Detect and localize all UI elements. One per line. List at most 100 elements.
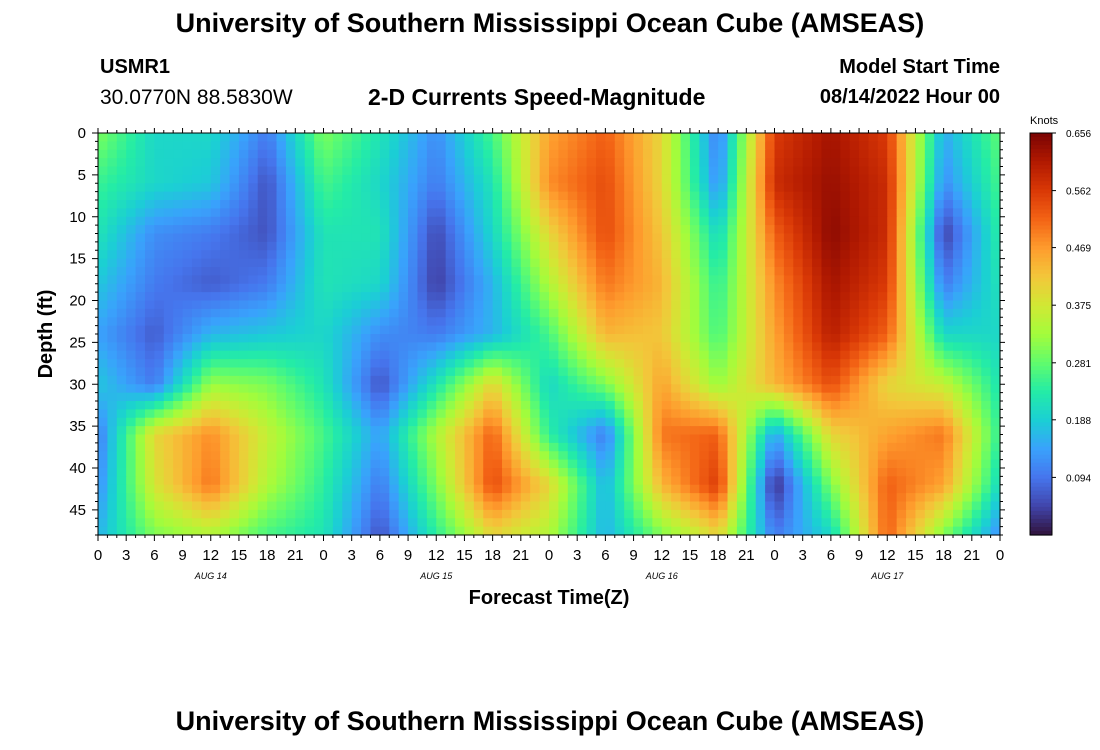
heatmap-cell: [539, 216, 550, 226]
heatmap-cell: [595, 426, 606, 436]
heatmap-cell: [971, 166, 982, 176]
heatmap-cell: [257, 166, 268, 176]
heatmap-cell: [906, 509, 917, 519]
heatmap-cell: [624, 133, 635, 142]
heatmap-cell: [276, 133, 287, 142]
heatmap-cell: [163, 451, 174, 461]
heatmap-cell: [304, 359, 315, 369]
heatmap-cell: [567, 208, 578, 218]
heatmap-cell: [549, 375, 559, 385]
heatmap-cell: [173, 468, 184, 477]
heatmap-cell: [661, 166, 672, 176]
heatmap-cell: [314, 325, 325, 335]
heatmap-cell: [285, 233, 296, 243]
heatmap-cell: [144, 133, 155, 142]
heatmap-cell: [990, 250, 1001, 260]
heatmap-cell: [455, 526, 466, 536]
heatmap-cell: [314, 451, 325, 461]
heatmap-cell: [971, 384, 982, 394]
heatmap-cell: [718, 526, 729, 536]
heatmap-cell: [812, 459, 823, 469]
heatmap-cell: [201, 442, 212, 452]
heatmap-cell: [436, 158, 447, 168]
heatmap-cell: [962, 342, 973, 352]
heatmap-cell: [802, 141, 813, 151]
heatmap-cell: [802, 174, 813, 184]
heatmap-cell: [107, 426, 118, 436]
heatmap-cell: [267, 258, 278, 268]
heatmap-cell: [652, 275, 663, 285]
heatmap-cell: [549, 308, 559, 318]
heatmap-cell: [107, 250, 118, 260]
heatmap-cell: [238, 350, 249, 360]
heatmap-cell: [953, 417, 964, 427]
heatmap-cell: [849, 166, 860, 176]
heatmap-cell: [285, 200, 296, 209]
heatmap-cell: [220, 342, 231, 352]
heatmap-cell: [163, 350, 174, 360]
y-tick-label: 35: [69, 418, 86, 435]
heatmap-cell: [840, 526, 851, 536]
heatmap-cell: [755, 133, 766, 142]
heatmap-cell: [530, 275, 541, 285]
heatmap-cell: [953, 518, 964, 528]
heatmap-cell: [229, 350, 240, 360]
heatmap-cell: [586, 325, 597, 335]
heatmap-cell: [417, 317, 428, 327]
heatmap-cell: [351, 166, 362, 176]
heatmap-cell: [126, 484, 137, 494]
heatmap-cell: [962, 367, 973, 377]
heatmap-cell: [821, 225, 832, 235]
heatmap-cell: [642, 308, 653, 318]
heatmap-cell: [267, 267, 278, 276]
heatmap-cell: [887, 158, 898, 168]
colorbar-segment: [1030, 269, 1052, 275]
heatmap-cell: [689, 476, 700, 486]
heatmap-cell: [783, 442, 794, 452]
heatmap-cell: [689, 350, 700, 360]
heatmap-cell: [689, 493, 700, 503]
heatmap-cell: [962, 493, 973, 503]
heatmap-cell: [342, 233, 353, 243]
heatmap-cell: [107, 191, 118, 201]
heatmap-cell: [953, 493, 964, 503]
colorbar-segment: [1030, 213, 1052, 219]
heatmap-cell: [201, 342, 212, 352]
heatmap-cell: [191, 216, 202, 226]
heatmap-cell: [530, 350, 541, 360]
heatmap-cell: [445, 426, 456, 436]
heatmap-cell: [398, 484, 409, 494]
heatmap-cell: [238, 359, 249, 369]
heatmap-cell: [342, 283, 353, 293]
heatmap-cell: [624, 476, 635, 486]
heatmap-cell: [342, 518, 353, 528]
heatmap-cell: [126, 526, 137, 536]
heatmap-cell: [107, 468, 118, 477]
heatmap-cell: [746, 325, 757, 335]
heatmap-cell: [502, 375, 513, 385]
heatmap-cell: [699, 468, 710, 477]
heatmap-cell: [257, 384, 268, 394]
heatmap-cell: [718, 208, 729, 218]
heatmap-cell: [934, 300, 945, 310]
heatmap-cell: [840, 384, 851, 394]
heatmap-cell: [661, 325, 672, 335]
heatmap-cell: [220, 468, 231, 477]
heatmap-cell: [906, 283, 917, 293]
heatmap-cell: [774, 233, 785, 243]
heatmap-cell: [549, 493, 559, 503]
heatmap-cell: [755, 166, 766, 176]
heatmap-cell: [567, 183, 578, 193]
heatmap-cell: [408, 216, 419, 226]
heatmap-cell: [248, 392, 259, 402]
heatmap-cell: [868, 166, 879, 176]
heatmap-cell: [783, 149, 794, 159]
heatmap-cell: [774, 526, 785, 536]
heatmap-cell: [361, 518, 372, 528]
heatmap-cell: [849, 250, 860, 260]
heatmap-cell: [98, 183, 108, 193]
heatmap-cell: [238, 233, 249, 243]
heatmap-cell: [389, 308, 400, 318]
heatmap-cell: [708, 334, 719, 343]
heatmap-cell: [915, 509, 926, 519]
